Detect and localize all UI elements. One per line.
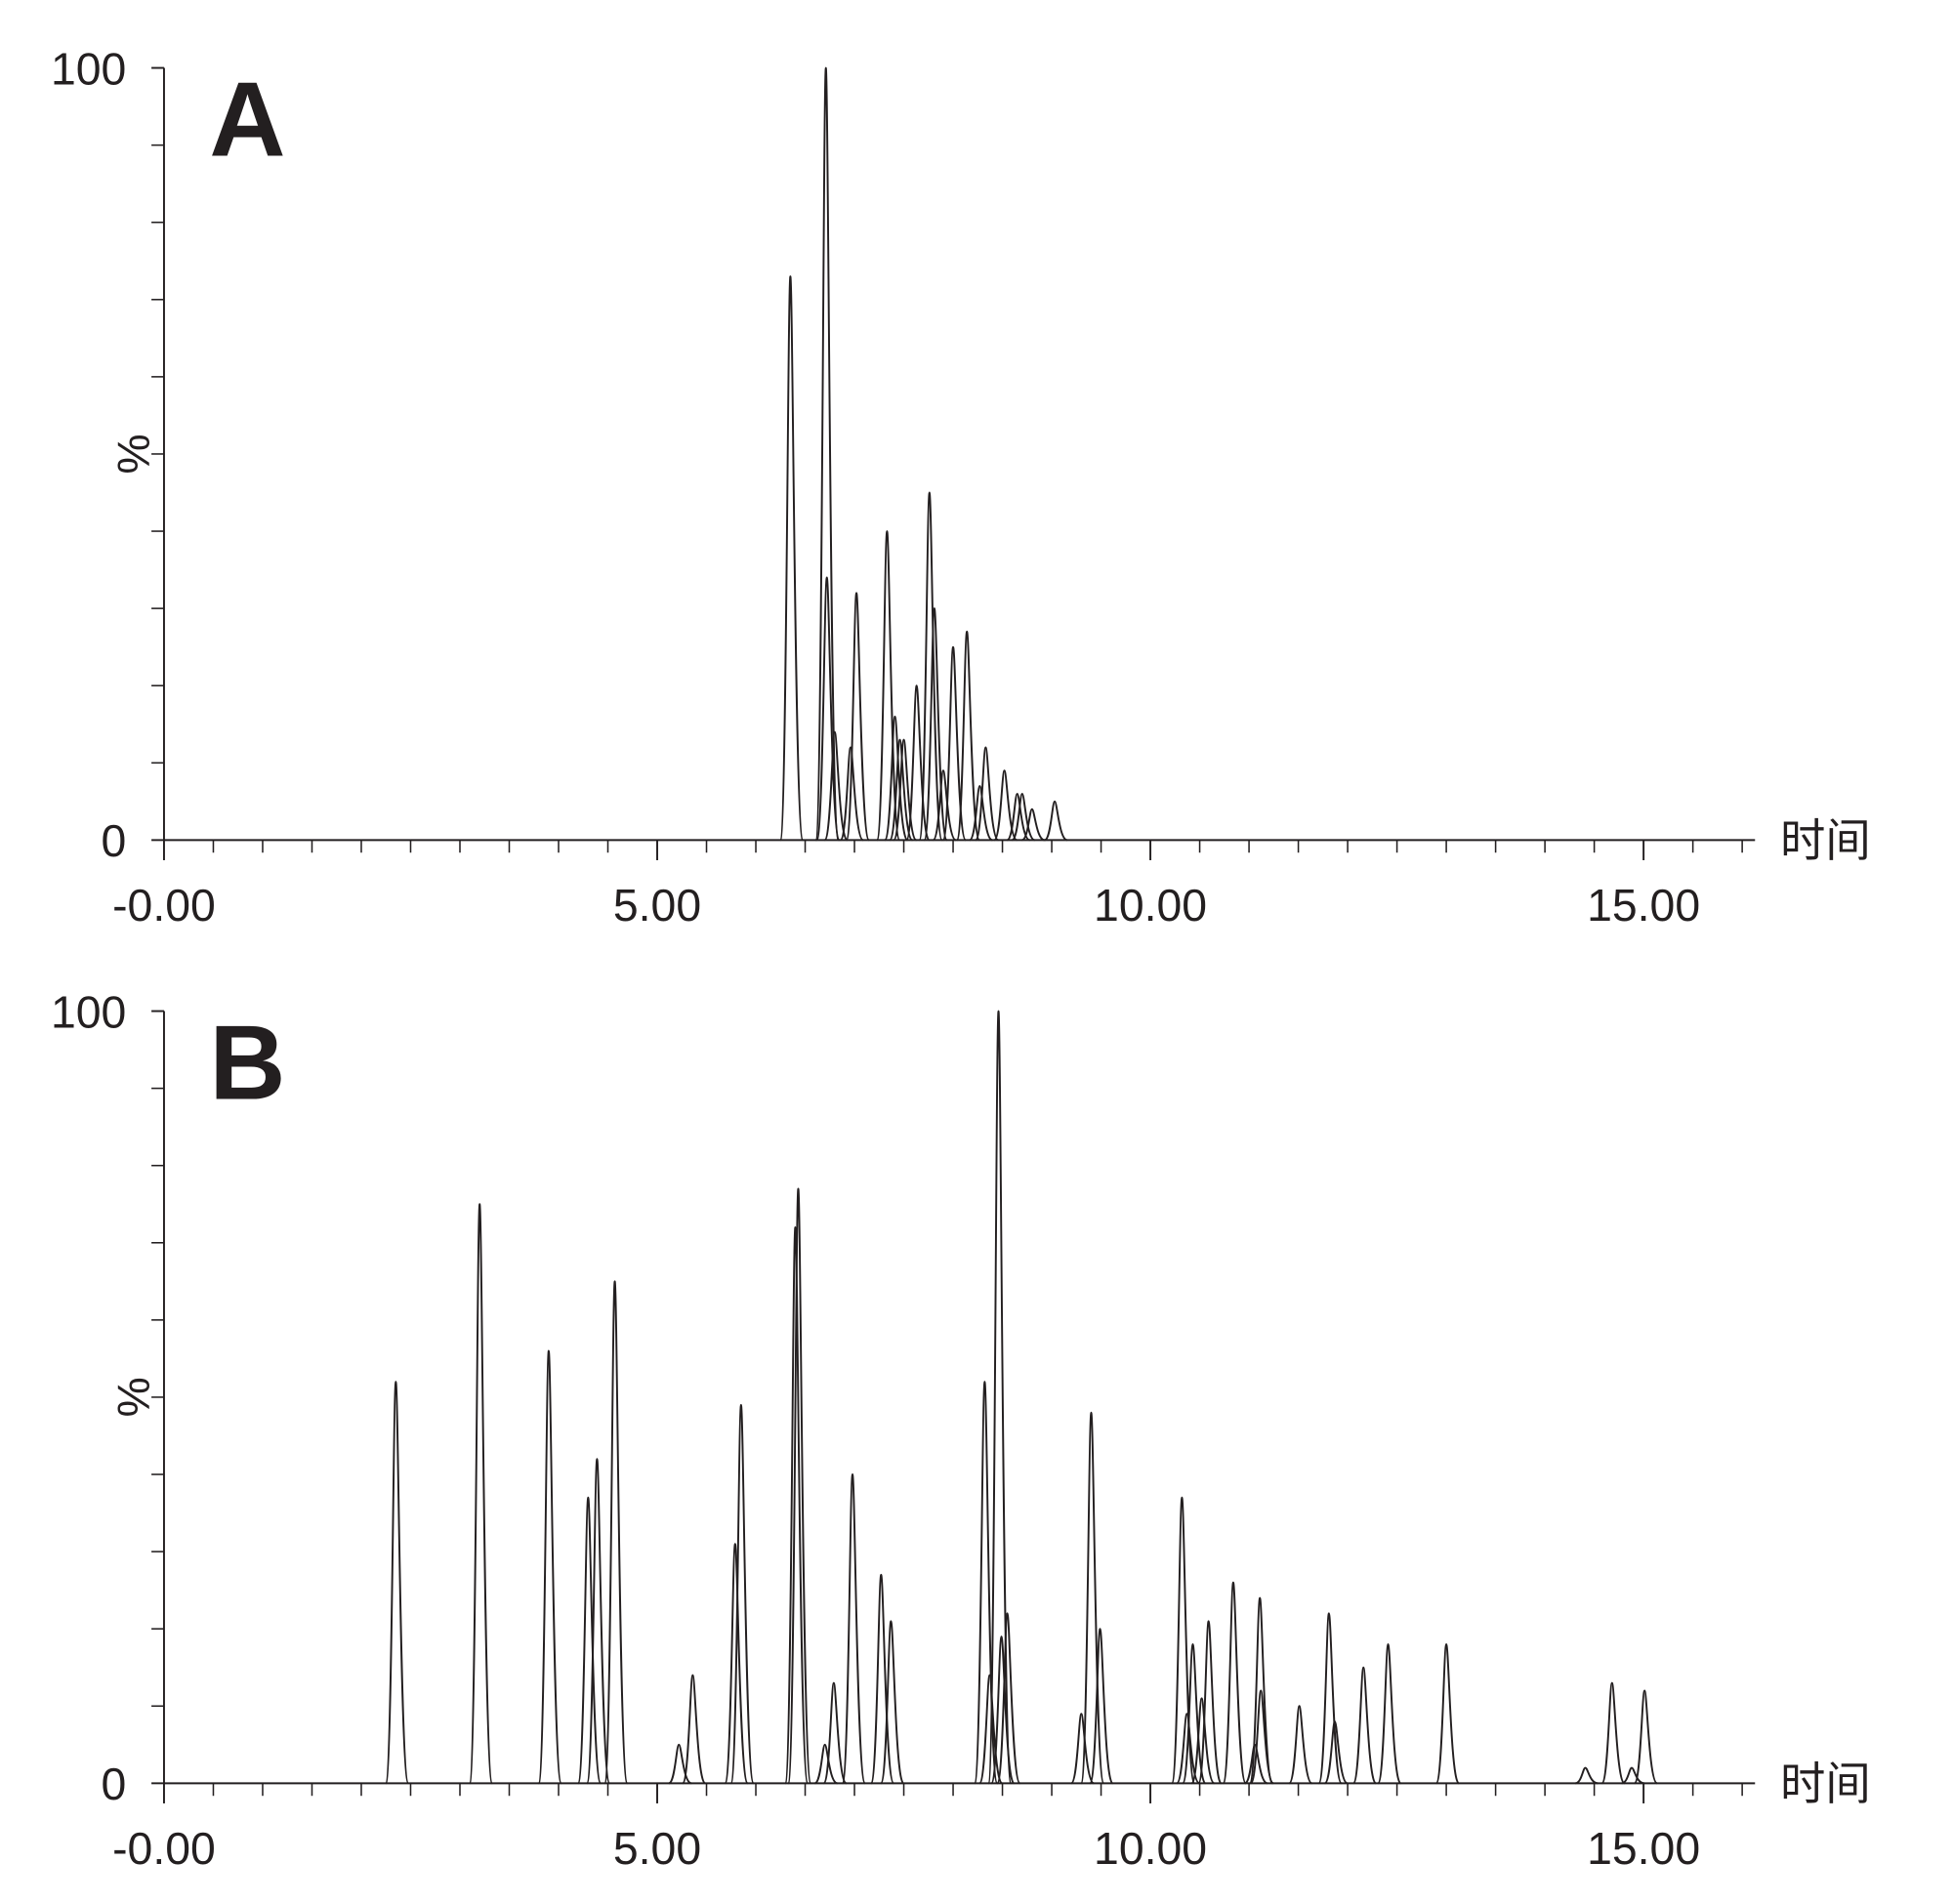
peak: [880, 1620, 905, 1785]
x-tick-label: 10.00: [1094, 880, 1207, 931]
y-tick-label: 100: [51, 43, 126, 94]
peak: [1190, 1697, 1216, 1785]
y-axis-label: %: [108, 434, 159, 474]
peak: [918, 491, 943, 842]
peak: [729, 1403, 755, 1785]
peak: [784, 1225, 810, 1785]
x-axis-label: 时间: [1780, 1759, 1871, 1809]
y-tick-label: 0: [102, 815, 127, 866]
peak: [876, 530, 901, 842]
peak: [385, 1381, 410, 1785]
peak: [1222, 1581, 1247, 1785]
peak: [1434, 1643, 1460, 1785]
peak: [779, 275, 805, 842]
x-tick-label: 15.00: [1587, 1823, 1700, 1874]
peak: [1197, 1620, 1223, 1785]
peak: [1317, 1612, 1343, 1785]
peak: [823, 730, 849, 842]
peak: [1323, 1720, 1349, 1785]
peak: [468, 1203, 494, 1785]
peak: [813, 1743, 839, 1785]
peak: [1182, 1643, 1207, 1785]
peak: [941, 645, 967, 842]
peak: [1021, 807, 1046, 842]
peak: [815, 576, 841, 842]
peak: [884, 715, 909, 842]
peak: [1249, 1689, 1275, 1785]
peak: [993, 769, 1018, 842]
peak: [1176, 1713, 1201, 1785]
peak: [1043, 800, 1068, 842]
peak: [990, 1635, 1016, 1785]
peak: [682, 1674, 707, 1785]
peak: [905, 684, 931, 842]
x-tick-label: -0.00: [112, 1823, 216, 1874]
peak: [1621, 1766, 1645, 1785]
peak: [839, 746, 864, 842]
x-tick-label: 5.00: [613, 1823, 701, 1874]
peak: [787, 1187, 812, 1785]
panel-label: A: [209, 61, 285, 179]
peak: [1600, 1681, 1626, 1785]
peak: [889, 738, 914, 842]
x-tick-label: 5.00: [613, 880, 701, 931]
x-tick-label: -0.00: [112, 880, 216, 931]
peak: [1351, 1666, 1378, 1785]
peak: [978, 1674, 1004, 1785]
y-tick-label: 100: [51, 986, 126, 1037]
panel-label: B: [209, 1004, 285, 1122]
peak: [996, 1612, 1021, 1785]
x-axis-label: 时间: [1780, 815, 1871, 866]
x-tick-label: 10.00: [1094, 1823, 1207, 1874]
peak: [822, 1681, 848, 1785]
peak: [969, 785, 993, 842]
peak: [537, 1349, 562, 1785]
peak: [1288, 1705, 1313, 1785]
peak: [1006, 792, 1031, 842]
peak: [870, 1573, 895, 1785]
peak: [1248, 1596, 1274, 1785]
peak: [1011, 792, 1036, 842]
peak: [577, 1496, 603, 1785]
peak: [1574, 1766, 1599, 1785]
peak: [845, 592, 870, 842]
peak: [1070, 1713, 1096, 1785]
peak: [814, 66, 840, 842]
peak: [1089, 1628, 1114, 1785]
peak: [1377, 1643, 1402, 1785]
peak: [932, 769, 957, 842]
peak: [724, 1543, 749, 1785]
peak: [586, 1458, 611, 1785]
peak: [603, 1280, 629, 1785]
peak: [1080, 1411, 1105, 1785]
peak: [1633, 1689, 1658, 1785]
x-tick-label: 15.00: [1587, 880, 1700, 931]
peak: [841, 1473, 866, 1785]
y-axis-label: %: [108, 1377, 159, 1417]
peak: [975, 746, 1000, 842]
peak: [955, 630, 981, 842]
peak: [987, 1010, 1013, 1785]
y-tick-label: 0: [102, 1759, 127, 1809]
